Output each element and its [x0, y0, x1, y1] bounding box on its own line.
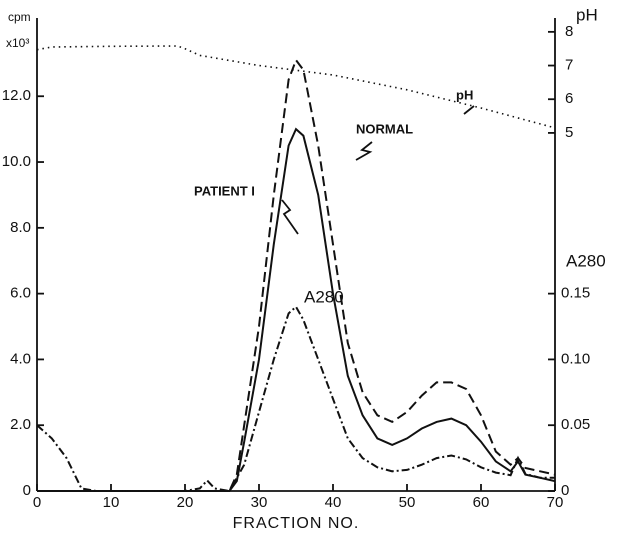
- arrow: [355, 141, 373, 161]
- y-tick-label: 0: [23, 482, 31, 499]
- x-tick-label: 40: [325, 494, 342, 511]
- series-line: [36, 45, 556, 129]
- series-line: [36, 305, 555, 493]
- x-tick-label: 10: [103, 494, 120, 511]
- x-tick-label: 0: [33, 494, 41, 511]
- y2-tick-label: 0.10: [561, 350, 590, 367]
- y2-axis-label: A280: [566, 251, 606, 270]
- series-line: [37, 127, 556, 492]
- annotation: NORMAL: [356, 121, 413, 136]
- y2-tick-label: 0.05: [561, 416, 590, 433]
- series-line: [37, 58, 556, 492]
- y-tick-label: 4.0: [10, 350, 31, 367]
- annotation: pH: [456, 87, 473, 102]
- x-tick-label: 70: [547, 494, 564, 511]
- y-axis-unit: x10³: [6, 36, 29, 50]
- y-tick-label: 12.0: [2, 87, 31, 104]
- y-tick-label: 8.0: [10, 219, 31, 236]
- y-tick-label: 6.0: [10, 285, 31, 302]
- arrow: [463, 105, 475, 115]
- x-axis-label: FRACTION NO.: [233, 515, 360, 532]
- y3-tick-label: 5: [565, 124, 573, 141]
- x-tick-label: 30: [251, 494, 268, 511]
- y-tick-label: 10.0: [2, 153, 31, 170]
- y3-tick-label: 8: [565, 23, 573, 40]
- y3-tick-label: 6: [565, 90, 573, 107]
- x-tick-label: 50: [399, 494, 416, 511]
- y-tick-label: 2.0: [10, 416, 31, 433]
- y-axis-label: cpm: [8, 10, 31, 24]
- y3-axis-label: pH: [576, 5, 598, 24]
- arrow: [281, 199, 299, 235]
- y2-tick-label: 0: [561, 482, 569, 499]
- x-tick-label: 60: [473, 494, 490, 511]
- annotation: PATIENT I: [194, 183, 255, 198]
- y2-tick-label: 0.15: [561, 285, 590, 302]
- annotation: A280: [304, 287, 344, 306]
- y3-tick-label: 7: [565, 57, 573, 74]
- x-tick-label: 20: [177, 494, 194, 511]
